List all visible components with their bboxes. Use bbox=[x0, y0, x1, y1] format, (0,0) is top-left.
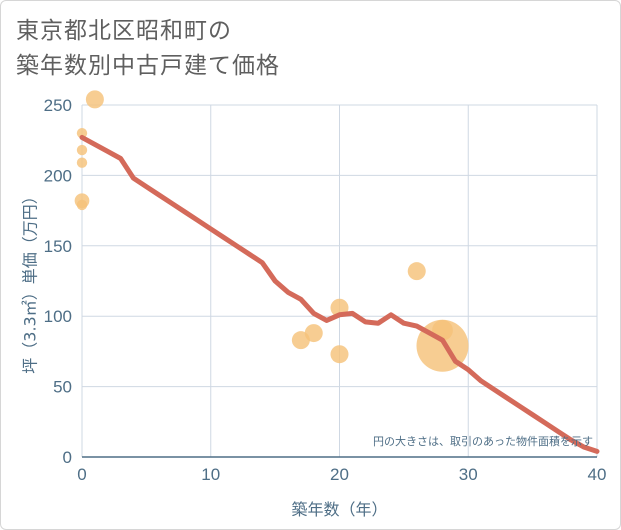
y-tick-label-250: 250 bbox=[44, 96, 72, 115]
x-tick-label-10: 10 bbox=[201, 465, 220, 484]
chart-title: 東京都北区昭和町の 築年数別中古戸建て価格 bbox=[16, 14, 280, 84]
bubble-1 bbox=[76, 127, 88, 139]
x-tick-label-40: 40 bbox=[588, 465, 607, 484]
trend-line bbox=[79, 134, 600, 454]
y-tick-label-50: 50 bbox=[53, 378, 72, 397]
y-tick-label-0: 0 bbox=[63, 448, 72, 467]
y-tick-label-200: 200 bbox=[44, 166, 72, 185]
bubble-0 bbox=[85, 90, 104, 109]
bubble-layer bbox=[74, 90, 469, 372]
chart-title-line2: 築年数別中古戸建て価格 bbox=[16, 53, 280, 79]
y-tick-label-100: 100 bbox=[44, 307, 72, 326]
bubble-5 bbox=[76, 199, 88, 211]
bubble-7 bbox=[304, 324, 323, 343]
trend-layer bbox=[79, 134, 600, 454]
y-axis-label: 坪（3.3㎡）単価（万円） bbox=[21, 188, 40, 373]
bubble-10 bbox=[407, 262, 426, 281]
x-tick-label-30: 30 bbox=[459, 465, 478, 484]
x-tick-label-0: 0 bbox=[77, 465, 86, 484]
chart-title-line1: 東京都北区昭和町の bbox=[16, 18, 232, 44]
bubble-2 bbox=[76, 144, 88, 156]
x-tick-label-20: 20 bbox=[330, 465, 349, 484]
y-tick-label-150: 150 bbox=[44, 237, 72, 256]
tick-layer: 0 50 100 150 200 250 0 10 20 30 40 bbox=[44, 96, 607, 484]
size-note: 円の大きさは、取引のあった物件面積を示す bbox=[373, 434, 593, 448]
bubble-9 bbox=[330, 345, 349, 364]
bubble-3 bbox=[76, 157, 88, 168]
x-axis-label: 築年数（年） bbox=[291, 500, 387, 519]
